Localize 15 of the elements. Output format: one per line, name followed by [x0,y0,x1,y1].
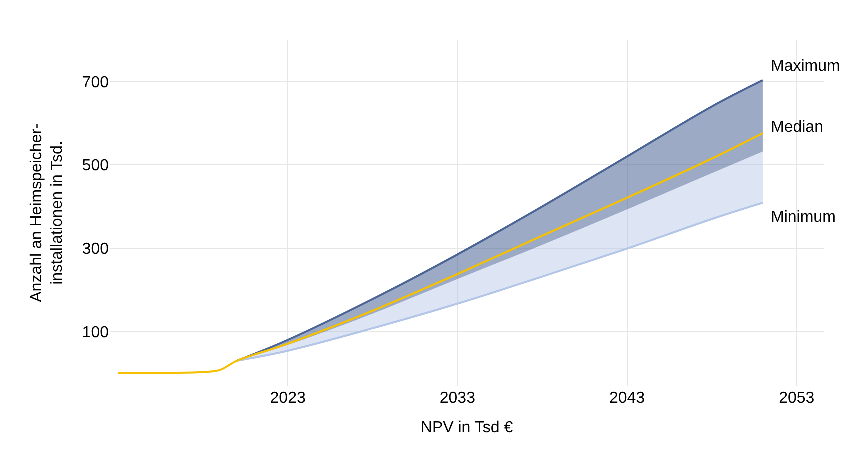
x-tick-label: 2043 [609,390,646,407]
line-series [236,202,764,362]
y-tick-label: 700 [82,74,110,92]
series-label: Median [771,119,824,136]
x-axis-title: NPV in Tsd € [420,420,514,437]
series-label: Minimum [771,209,836,226]
x-tick-label: 2053 [779,390,815,407]
line-series [117,132,764,374]
series-label: Maximum [771,58,840,75]
y-tick-label: 300 [82,241,110,258]
x-tick-label: 2033 [440,390,476,407]
y-tick-label: 100 [82,324,110,342]
x-tick-label: 2023 [270,390,306,407]
y-tick-label: 500 [82,158,110,175]
y-axis-title: Anzahl an Heimspeicher- installationen in Tsd. [28,124,66,302]
